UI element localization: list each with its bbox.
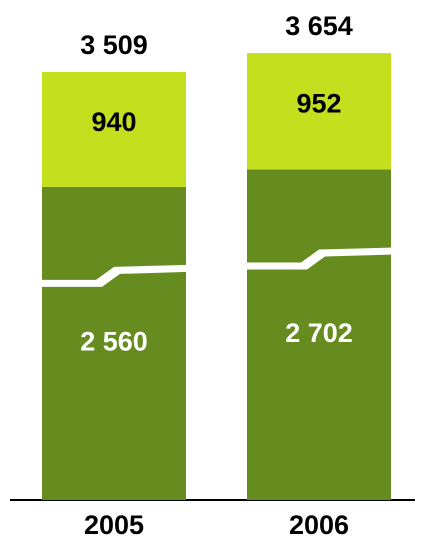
x-tick-label: 2006 xyxy=(289,510,349,540)
total-label: 3 509 xyxy=(80,30,148,60)
bar-segment xyxy=(42,71,186,187)
x-tick-label: 2005 xyxy=(84,510,144,540)
axis-break xyxy=(245,247,393,270)
value-label: 940 xyxy=(91,107,136,137)
value-label: 2 702 xyxy=(285,318,353,348)
value-label: 952 xyxy=(296,89,341,119)
total-label: 3 654 xyxy=(285,11,353,41)
axis-break xyxy=(40,264,188,287)
bar-segment xyxy=(247,53,391,170)
bar-segment xyxy=(247,169,391,500)
value-label: 2 560 xyxy=(80,327,148,357)
bar-segment xyxy=(42,186,186,501)
